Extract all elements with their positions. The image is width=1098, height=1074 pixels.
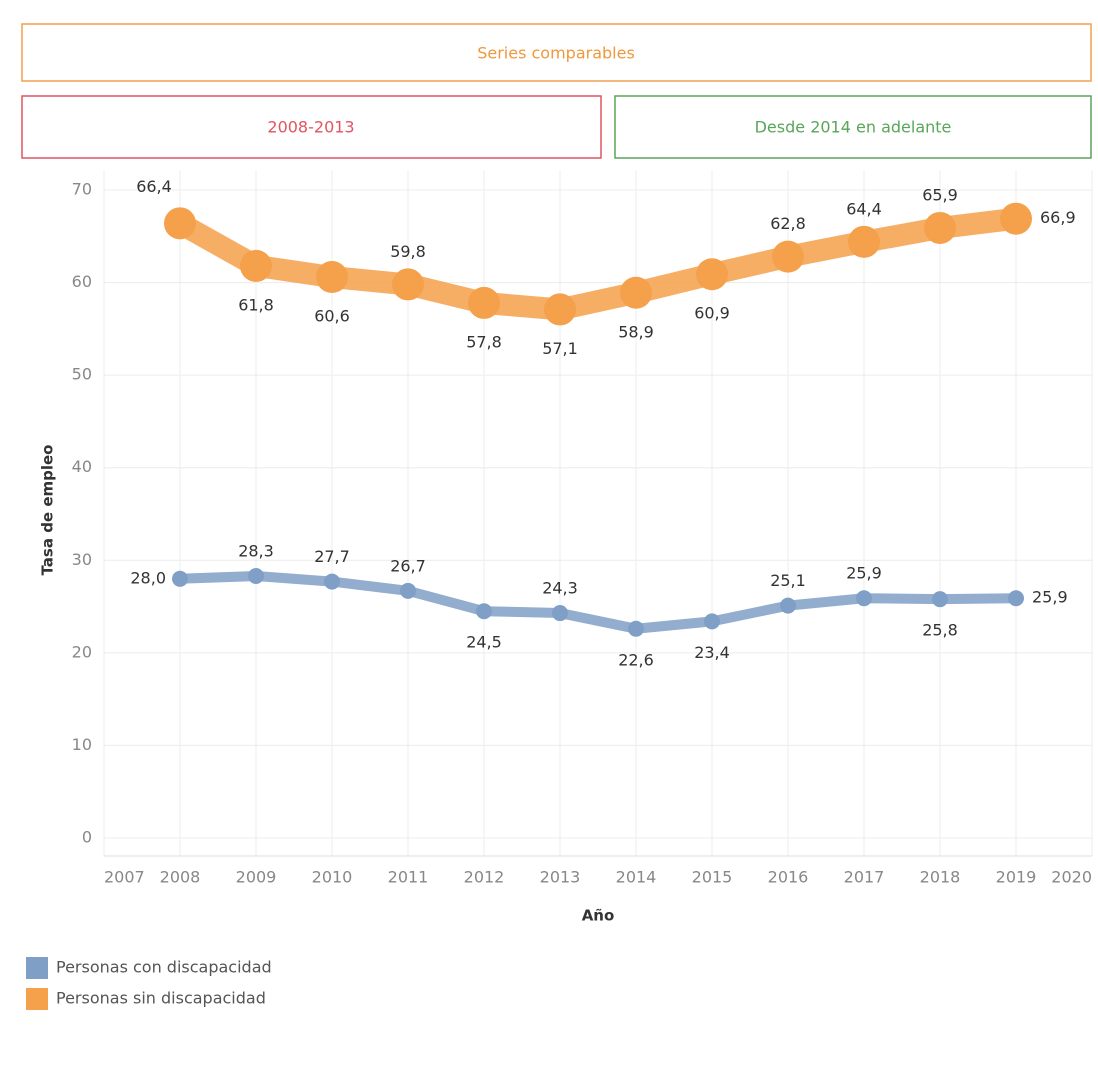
series-line: [175, 571, 1021, 634]
x-tick-label: 2008: [160, 868, 201, 887]
header: 2008-2013: [267, 118, 354, 137]
point: [164, 207, 196, 240]
header: Desde 2014 en adelante: [755, 118, 952, 137]
legend-label: Personas sin discapacidad: [56, 989, 266, 1008]
point: [468, 286, 500, 319]
point: [544, 293, 576, 326]
y-tick-label: 10: [72, 735, 92, 754]
data-label: 25,9: [846, 564, 882, 583]
x-tick-label: 2020: [1051, 868, 1092, 887]
point: [628, 620, 644, 637]
data-label: 66,9: [1040, 208, 1076, 227]
header-box: [614, 95, 1092, 159]
point: [848, 225, 880, 258]
legend-label: Personas con discapacidad: [56, 958, 272, 977]
legend-swatch: [26, 957, 48, 979]
data-label: 27,7: [314, 547, 350, 566]
data-label: 59,8: [390, 242, 426, 261]
point: [932, 591, 948, 608]
point: [696, 258, 728, 291]
x-tick-label: 2009: [236, 868, 277, 887]
x-tick-label: 2016: [768, 868, 809, 887]
data-label: 24,5: [466, 633, 502, 652]
data-label: 60,9: [694, 304, 730, 323]
point: [172, 570, 188, 587]
data-label: 61,8: [238, 295, 274, 314]
data-label: 62,8: [770, 214, 806, 233]
point: [1008, 590, 1024, 607]
point: [400, 582, 416, 599]
data-label: 23,4: [694, 643, 730, 662]
point: [392, 268, 424, 301]
point: [240, 249, 272, 282]
x-tick-label: 2019: [996, 868, 1037, 887]
data-label: 24,3: [542, 579, 578, 598]
header-box: [21, 23, 1092, 82]
data-label: 60,6: [314, 307, 350, 326]
x-tick-label: 2018: [920, 868, 961, 887]
y-tick-label: 40: [72, 457, 92, 476]
y-tick-label: 20: [72, 642, 92, 661]
data-label: 57,8: [466, 332, 502, 351]
data-label: 58,9: [618, 322, 654, 341]
point: [476, 603, 492, 620]
point: [772, 240, 804, 273]
point: [316, 261, 348, 294]
legend-swatch: [26, 988, 48, 1010]
x-tick-label: 2010: [312, 868, 353, 887]
data-label: 25,9: [1032, 588, 1068, 607]
point: [780, 597, 796, 614]
x-tick-label: 2013: [540, 868, 581, 887]
y-tick-label: 60: [72, 272, 92, 291]
x-tick-label: 2015: [692, 868, 733, 887]
point: [324, 573, 340, 590]
point: [924, 211, 956, 244]
header-box: [21, 95, 602, 159]
y-axis-title: Tasa de empleo: [39, 445, 57, 576]
data-label: 22,6: [618, 650, 654, 669]
x-axis-title: Año: [582, 907, 615, 925]
data-label: 26,7: [390, 556, 426, 575]
point: [1000, 202, 1032, 235]
point: [620, 276, 652, 309]
point: [248, 568, 264, 585]
data-label: 25,1: [770, 571, 806, 590]
data-label: 28,0: [130, 568, 166, 587]
data-label: 64,4: [846, 199, 882, 218]
point: [552, 605, 568, 622]
y-tick-label: 30: [72, 550, 92, 569]
data-label: 65,9: [922, 185, 958, 204]
x-tick-label: 2014: [616, 868, 657, 887]
x-tick-label: 2017: [844, 868, 885, 887]
x-tick-label: 2012: [464, 868, 505, 887]
series-line: [169, 207, 1027, 321]
data-label: 28,3: [238, 542, 274, 561]
data-label: 66,4: [136, 177, 172, 196]
header: Series comparables: [477, 44, 635, 63]
x-tick-label: 2007: [104, 868, 145, 887]
x-tick-label: 2011: [388, 868, 429, 887]
y-tick-label: 50: [72, 365, 92, 384]
y-tick-label: 0: [82, 828, 92, 847]
y-tick-label: 70: [72, 180, 92, 199]
data-label: 57,1: [542, 339, 578, 358]
data-label: 25,8: [922, 621, 958, 640]
point: [704, 613, 720, 630]
point: [856, 590, 872, 607]
